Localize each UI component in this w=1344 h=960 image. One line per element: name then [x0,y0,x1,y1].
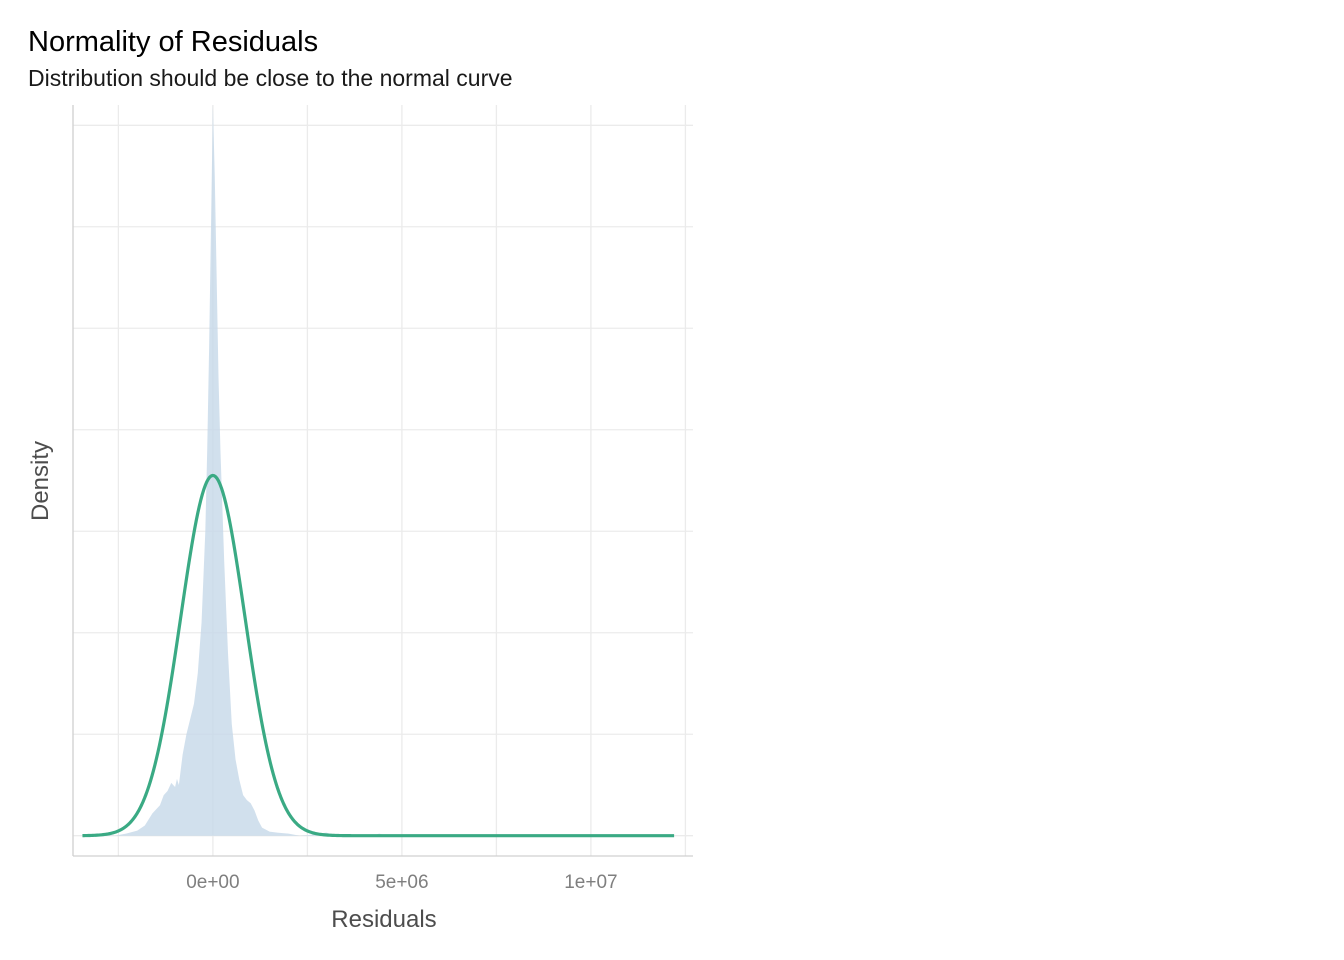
normal-curve-line [82,473,675,838]
x-tick-label: 1e+07 [564,872,617,893]
y-axis-title: Density [27,441,54,521]
axis-lines [72,105,693,857]
x-axis-title: Residuals [331,906,436,933]
chart-subtitle: Distribution should be close to the norm… [28,65,513,91]
grid-lines [73,105,693,856]
density-area [84,105,667,836]
chart-title: Normality of Residuals [28,26,318,58]
x-tick-label: 5e+06 [375,872,428,893]
plot-marks [82,105,675,838]
x-tick-label: 0e+00 [186,872,239,893]
x-tick-labels: 0e+00 5e+06 1e+07 [186,872,617,893]
